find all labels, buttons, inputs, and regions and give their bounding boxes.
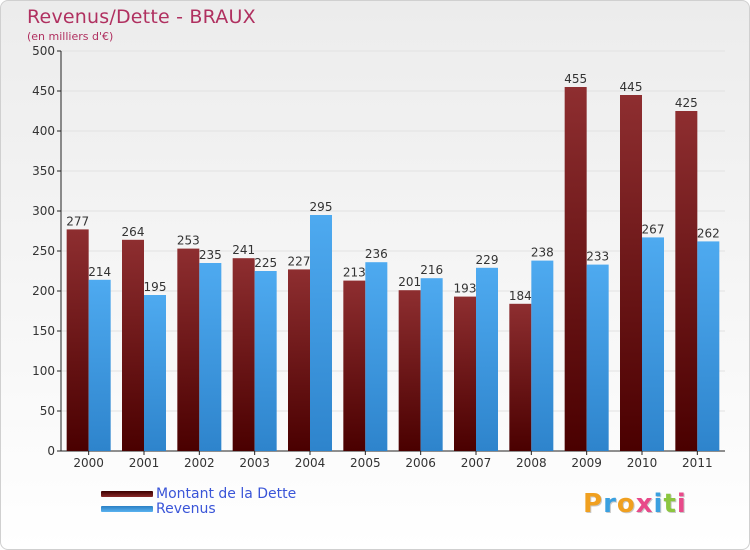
bar-revenus	[254, 271, 277, 451]
data-label: 235	[199, 248, 222, 262]
data-label: 216	[420, 263, 443, 277]
data-label: 227	[288, 254, 311, 268]
chart-subtitle: (en milliers d'€)	[27, 30, 114, 43]
x-tick-label: 2009	[571, 456, 602, 470]
bar-revenus	[586, 264, 609, 451]
bar-revenus	[144, 295, 166, 451]
chart-title: Revenus/Dette - BRAUX	[27, 6, 256, 28]
data-label: 267	[642, 222, 665, 236]
y-tick-label: 50	[40, 404, 55, 418]
legend-swatch-dette	[101, 491, 153, 497]
data-label: 262	[697, 226, 720, 240]
bar-dette	[454, 296, 476, 451]
data-label: 241	[232, 243, 255, 257]
bar-revenus	[310, 215, 332, 451]
data-label: 455	[564, 72, 587, 86]
y-tick-label: 450	[32, 84, 55, 98]
x-tick-label: 2005	[350, 456, 381, 470]
bar-dette	[232, 258, 255, 451]
y-tick-label: 200	[32, 284, 55, 298]
x-tick-label: 2011	[682, 456, 713, 470]
legend-item-dette: Montant de la Dette	[101, 487, 296, 502]
data-label: 425	[675, 96, 698, 110]
data-label: 264	[122, 225, 145, 239]
bar-revenus	[365, 262, 388, 451]
x-tick-label: 2008	[516, 456, 547, 470]
bar-dette	[122, 239, 144, 451]
bar-revenus	[642, 237, 664, 451]
y-tick-label: 350	[32, 164, 55, 178]
bar-dette	[509, 303, 532, 451]
bar-dette	[564, 87, 587, 451]
data-label: 445	[620, 80, 643, 94]
data-label: 295	[310, 200, 333, 214]
y-tick-label: 300	[32, 204, 55, 218]
bar-dette	[177, 248, 200, 451]
legend: Montant de la Dette Revenus	[101, 487, 296, 517]
legend-label-revenus: Revenus	[156, 501, 216, 517]
x-tick-label: 2010	[627, 456, 658, 470]
y-tick-label: 150	[32, 324, 55, 338]
data-label: 193	[454, 282, 477, 296]
y-tick-label: 250	[32, 244, 55, 258]
logo-letter: t	[663, 489, 677, 519]
y-tick-label: 500	[32, 44, 55, 58]
logo-letter: o	[616, 489, 636, 519]
bar-revenus	[199, 263, 222, 451]
bar-revenus	[88, 279, 111, 451]
legend-label-dette: Montant de la Dette	[156, 486, 297, 502]
logo-letter: r	[603, 489, 617, 519]
bar-dette	[620, 95, 642, 451]
logo-letter: i	[653, 489, 664, 519]
bar-dette	[398, 290, 421, 451]
legend-item-revenus: Revenus	[101, 502, 296, 517]
data-label: 236	[365, 247, 388, 261]
x-tick-label: 2000	[73, 456, 104, 470]
logo-letter: i	[676, 489, 687, 519]
x-tick-label: 2007	[461, 456, 492, 470]
x-tick-label: 2001	[129, 456, 160, 470]
legend-swatch-revenus	[101, 506, 153, 512]
bar-dette	[343, 280, 366, 451]
x-tick-label: 2002	[184, 456, 215, 470]
bar-revenus	[697, 241, 720, 451]
data-label: 277	[66, 214, 89, 228]
data-label: 229	[476, 253, 499, 267]
x-tick-label: 2004	[295, 456, 326, 470]
data-label: 201	[398, 275, 421, 289]
bar-revenus	[476, 267, 498, 451]
bar-dette	[288, 269, 310, 451]
data-label: 213	[343, 266, 366, 280]
y-tick-label: 100	[32, 364, 55, 378]
data-label: 214	[88, 265, 111, 279]
y-tick-label: 400	[32, 124, 55, 138]
y-tick-label: 0	[47, 444, 55, 458]
logo-letter: P	[583, 489, 604, 519]
bar-dette	[675, 111, 698, 451]
data-label: 253	[177, 234, 200, 248]
x-tick-label: 2006	[405, 456, 436, 470]
bar-revenus	[420, 278, 443, 451]
proxiti-logo: Proxiti	[583, 489, 687, 519]
data-label: 233	[586, 250, 609, 264]
data-label: 225	[254, 256, 277, 270]
bar-dette	[66, 229, 89, 451]
data-label: 238	[531, 246, 554, 260]
logo-letter: x	[635, 489, 654, 519]
data-label: 195	[144, 280, 167, 294]
data-label: 184	[509, 289, 532, 303]
x-tick-label: 2003	[239, 456, 270, 470]
bar-revenus	[531, 260, 554, 451]
